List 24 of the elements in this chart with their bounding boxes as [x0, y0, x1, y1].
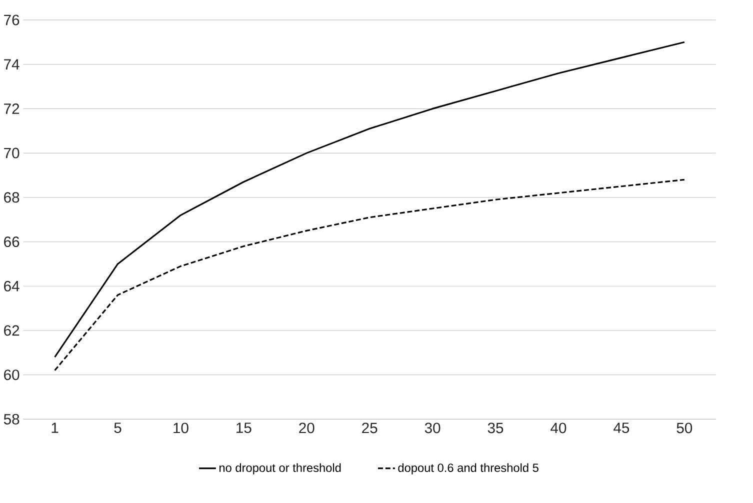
x-tick-label: 30 [424, 422, 440, 434]
x-tick-label: 25 [362, 422, 378, 434]
x-tick-label: 50 [676, 422, 692, 434]
y-tick-label: 74 [4, 59, 20, 70]
x-tick-label: 5 [114, 422, 122, 434]
x-tick-label: 15 [236, 422, 252, 434]
legend-label: no dropout or threshold [219, 464, 341, 475]
x-tick-label: 20 [299, 422, 314, 434]
x-tick-label: 1 [52, 422, 58, 434]
legend-label: dopout 0.6 and threshold 5 [398, 464, 538, 475]
line-series [54, 42, 686, 358]
y-tick-label: 66 [4, 236, 20, 248]
y-tick-label: 70 [4, 148, 20, 159]
y-tick-label: 72 [4, 104, 20, 114]
y-tick-label: 58 [4, 414, 20, 425]
x-tick-label: 35 [488, 422, 504, 434]
x-tick-label: 45 [614, 422, 630, 434]
y-tick-label: 64 [4, 281, 20, 292]
x-tick-label: 10 [174, 422, 188, 434]
y-tick-label: 76 [4, 14, 20, 26]
y-tick-label: 68 [4, 192, 20, 203]
y-tick-label: 62 [4, 325, 20, 336]
x-tick-label: 40 [550, 422, 566, 434]
y-tick-label: 60 [4, 370, 20, 380]
